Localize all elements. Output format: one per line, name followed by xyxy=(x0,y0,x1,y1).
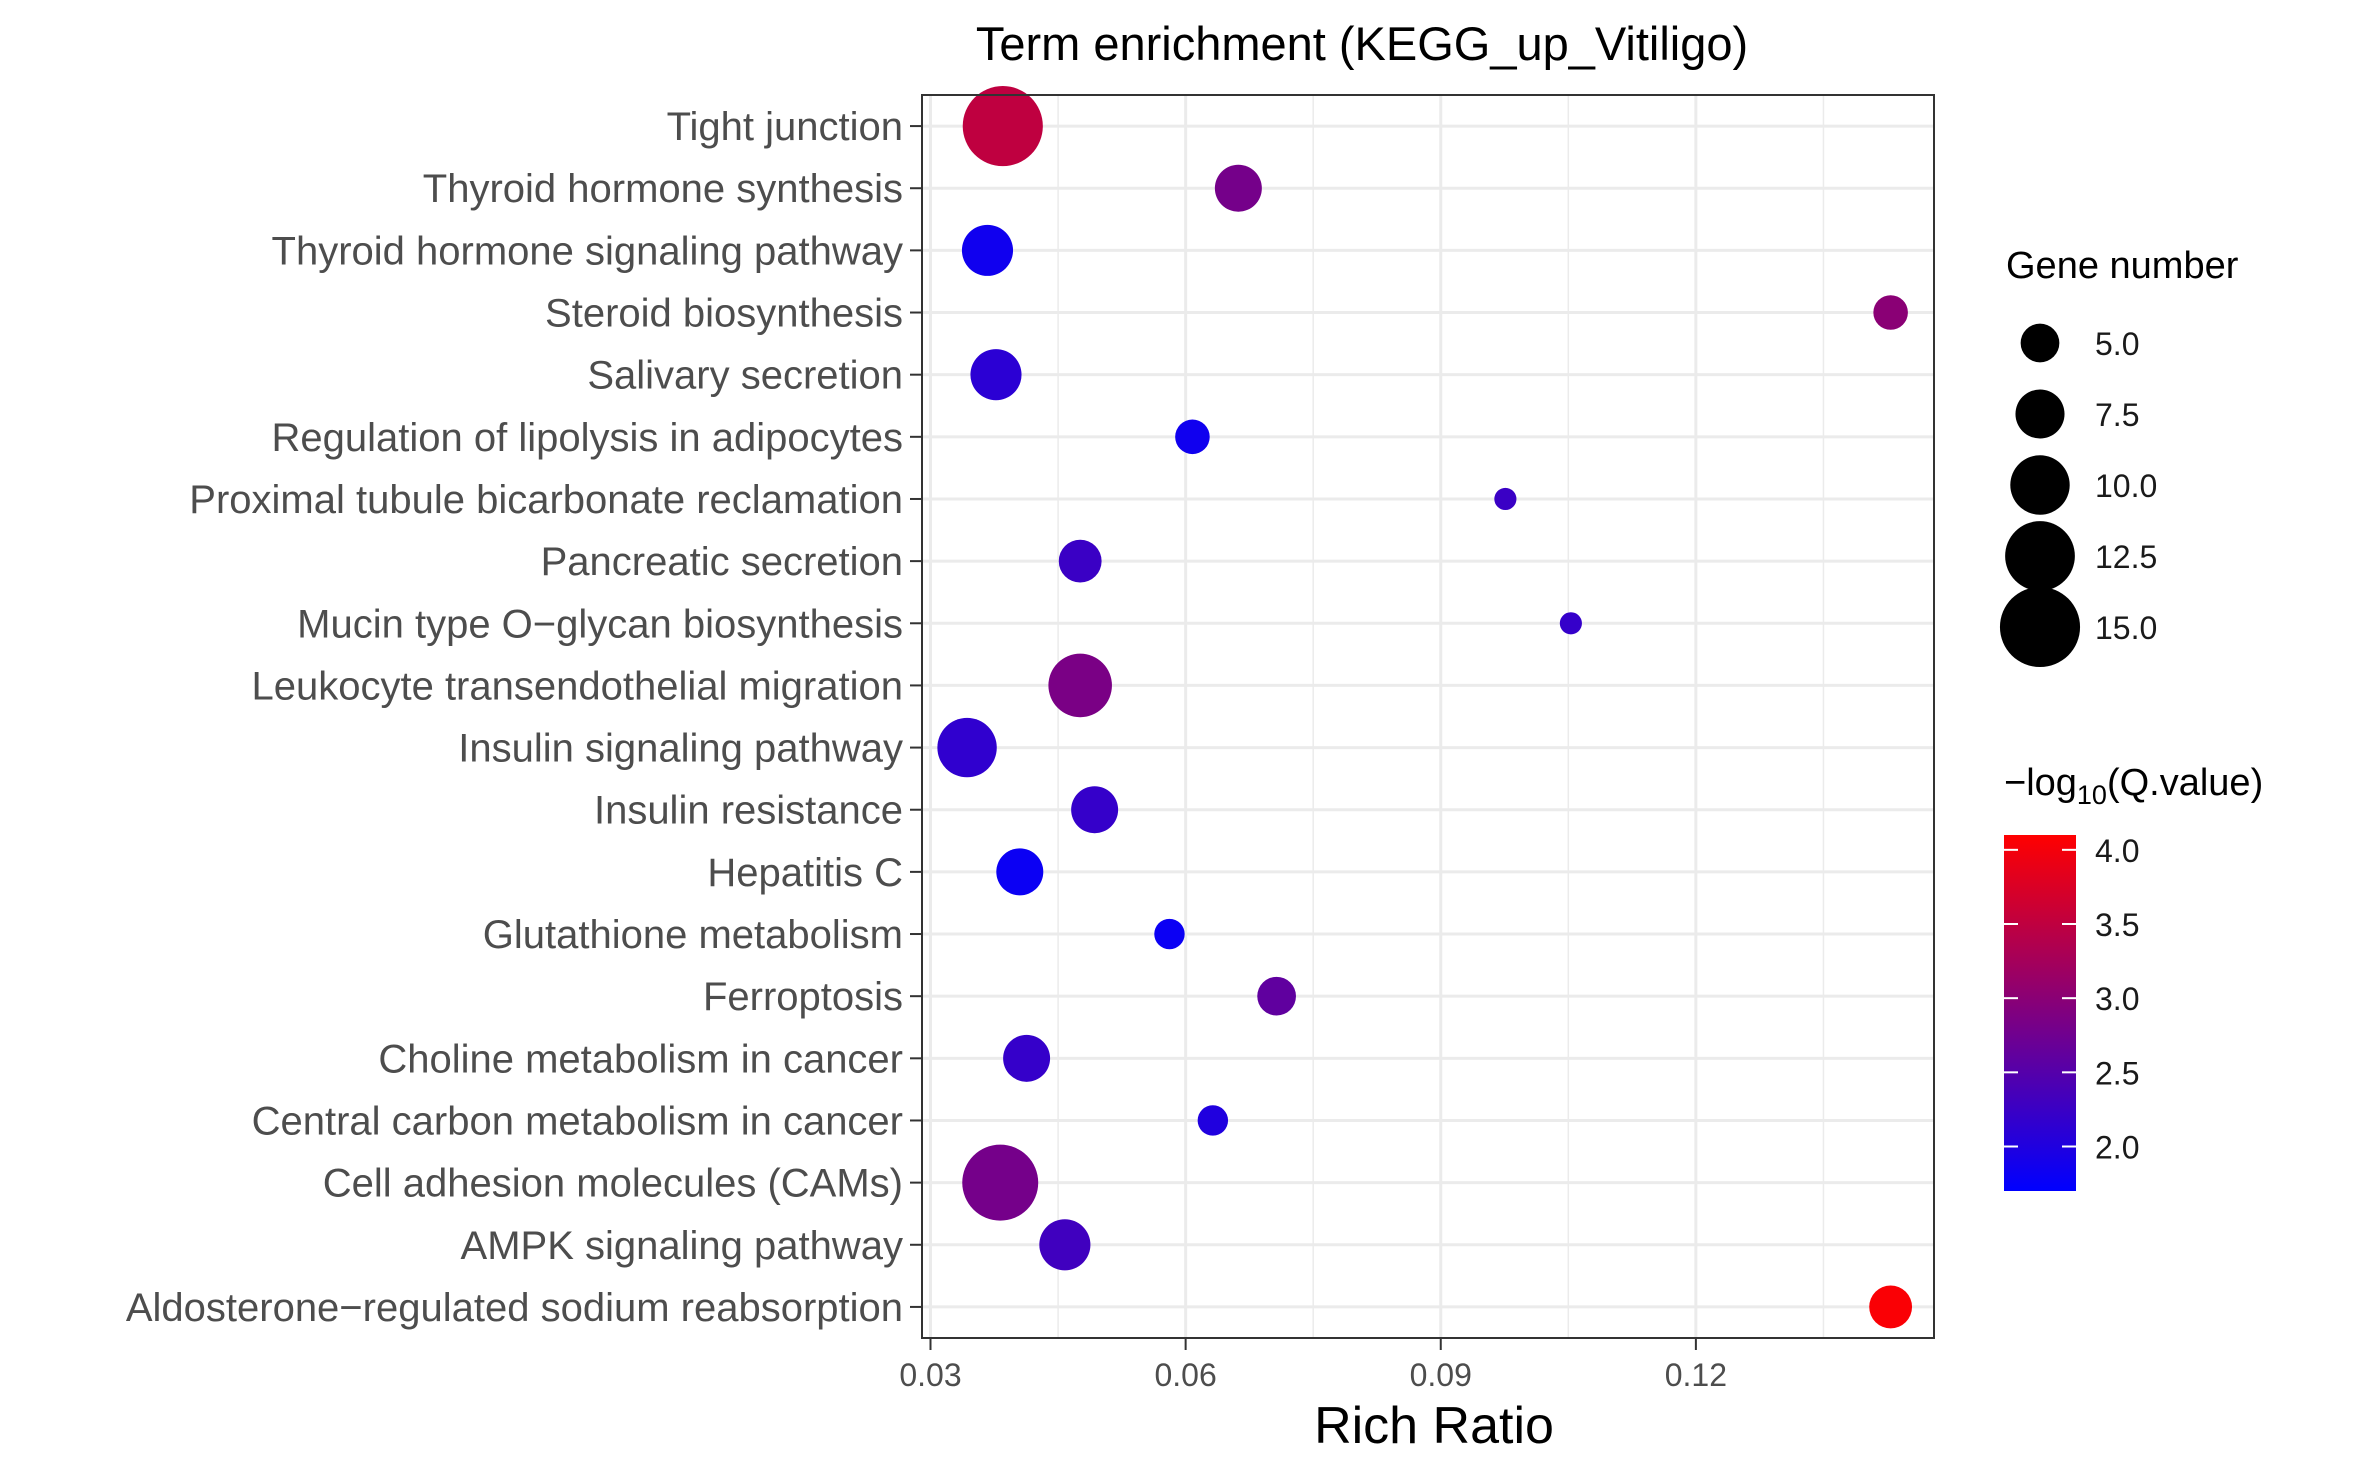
gene-number-legend-label: 12.5 xyxy=(2095,539,2157,575)
colorbar-tick-label: 4.0 xyxy=(2095,833,2139,869)
y-tick-label: Thyroid hormone synthesis xyxy=(423,167,903,211)
data-point xyxy=(961,224,1014,276)
y-tick-label: Cell adhesion molecules (CAMs) xyxy=(323,1162,903,1206)
y-tick-label: Tight junction xyxy=(667,105,903,149)
data-point xyxy=(1003,1034,1051,1082)
y-axis: Tight junction Thyroid hormone synthesis T… xyxy=(126,105,922,1330)
x-axis: 0.03 0.06 0.09 0.12 xyxy=(899,1338,1727,1393)
plot-panel xyxy=(921,86,1935,1339)
y-tick-label: Glutathione metabolism xyxy=(483,913,903,957)
gridlines xyxy=(922,95,1934,1338)
x-axis-label: Rich Ratio xyxy=(1314,1397,1554,1455)
y-tick-label: Aldosterone−regulated sodium reabsorptio… xyxy=(126,1286,903,1330)
y-tick-label: Thyroid hormone signaling pathway xyxy=(272,229,903,273)
x-tick-label: 0.09 xyxy=(1410,1357,1472,1393)
y-tick-label: Pancreatic secretion xyxy=(541,540,903,584)
gene-number-legend-key xyxy=(2020,323,2060,363)
data-point xyxy=(1494,487,1517,511)
q-value-legend-title-suffix: (Q.value) xyxy=(2107,762,2263,804)
data-point xyxy=(1197,1105,1229,1136)
data-point xyxy=(962,1144,1039,1221)
y-tick-label: Choline metabolism in cancer xyxy=(378,1037,903,1081)
plot-panel-border xyxy=(921,94,1935,1339)
y-tick-label: AMPK signaling pathway xyxy=(461,1224,903,1268)
y-tick-label: Insulin resistance xyxy=(594,789,903,833)
data-point xyxy=(937,717,997,778)
data-point xyxy=(1257,976,1296,1016)
gene-number-legend-title: Gene number xyxy=(2006,245,2239,287)
x-tick-label: 0.12 xyxy=(1665,1357,1727,1393)
data-points xyxy=(937,86,1913,1329)
y-tick-label: Hepatitis C xyxy=(707,851,903,895)
data-point xyxy=(1214,164,1262,212)
data-point xyxy=(1873,295,1908,330)
q-value-legend-title-prefix: −log xyxy=(2004,762,2077,804)
y-tick-label: Steroid biosynthesis xyxy=(545,292,903,336)
gene-number-legend-key xyxy=(1999,586,2081,668)
data-point xyxy=(962,86,1043,167)
data-point xyxy=(1559,612,1582,635)
data-point xyxy=(1058,539,1102,583)
y-tick-label: Insulin signaling pathway xyxy=(458,727,903,771)
q-value-colorbar-ticks: 2.0 2.5 3.0 3.5 4.0 xyxy=(2004,833,2139,1166)
gene-number-legend-key xyxy=(2005,521,2075,591)
y-tick-label: Leukocyte transendothelial migration xyxy=(251,664,903,708)
y-tick-label: Mucin type O−glycan biosynthesis xyxy=(297,602,903,646)
gene-number-legend-label: 7.5 xyxy=(2095,397,2139,433)
q-value-legend: −log10(Q.value) 2.0 2.5 3.0 3.5 4.0 xyxy=(2004,762,2263,1191)
gene-number-legend-label: 10.0 xyxy=(2095,468,2157,504)
q-value-colorbar xyxy=(2004,835,2076,1191)
q-value-legend-title: −log10(Q.value) xyxy=(2004,762,2263,810)
x-tick-label: 0.06 xyxy=(1154,1357,1216,1393)
colorbar-tick-label: 3.5 xyxy=(2095,907,2139,943)
y-tick-label: Proximal tubule bicarbonate reclamation xyxy=(189,478,903,522)
data-point xyxy=(1175,419,1210,455)
data-point xyxy=(970,349,1022,401)
data-point xyxy=(996,848,1044,896)
q-value-legend-title-subscript: 10 xyxy=(2077,780,2107,810)
gene-number-legend-key xyxy=(2015,389,2065,439)
gene-number-legend-items: 5.0 7.5 10.0 12.5 15.0 xyxy=(1999,323,2157,668)
colorbar-tick-label: 2.0 xyxy=(2095,1130,2139,1166)
data-point xyxy=(1048,653,1112,718)
gene-number-legend-key xyxy=(2010,455,2070,515)
chart-title: Term enrichment (KEGG_up_Vitiligo) xyxy=(976,17,1748,70)
gene-number-legend-label: 15.0 xyxy=(2095,610,2157,646)
y-tick-label: Central carbon metabolism in cancer xyxy=(252,1099,903,1143)
y-tick-label: Ferroptosis xyxy=(703,975,903,1019)
data-point xyxy=(1869,1285,1913,1329)
gene-number-legend-label: 5.0 xyxy=(2095,326,2139,362)
data-point xyxy=(1154,918,1185,950)
data-point xyxy=(1039,1219,1091,1271)
gene-number-legend: Gene number 5.0 7.5 10.0 12.5 15.0 xyxy=(1999,245,2239,668)
plot-panel-background xyxy=(922,95,1934,1338)
colorbar-tick-label: 2.5 xyxy=(2095,1055,2139,1091)
x-tick-label: 0.03 xyxy=(899,1357,961,1393)
y-tick-label: Regulation of lipolysis in adipocytes xyxy=(272,416,903,460)
y-tick-label: Salivary secretion xyxy=(587,354,903,398)
colorbar-tick-label: 3.0 xyxy=(2095,981,2139,1017)
data-point xyxy=(1071,786,1119,834)
